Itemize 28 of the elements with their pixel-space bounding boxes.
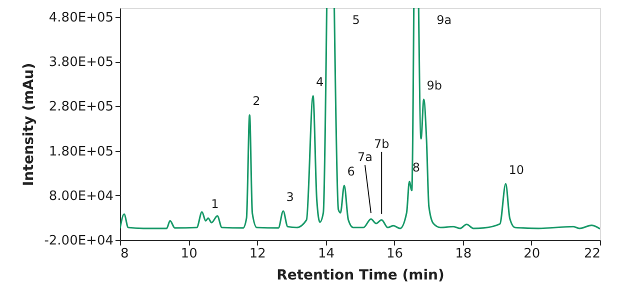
y-tick-label: 3.80E+05	[48, 55, 114, 70]
annotation: 9b	[426, 78, 442, 92]
x-tick-label: 10	[180, 246, 198, 262]
annotation: 4	[316, 74, 324, 89]
y-tick-label: 2.80E+05	[48, 100, 114, 115]
y-tick-label: -2.00E+04	[44, 234, 114, 248]
annotation: 6	[347, 164, 355, 179]
annotation: 9a	[436, 13, 452, 27]
annotation: 1	[211, 197, 219, 212]
annotation: 2	[252, 94, 260, 108]
annotation: 7b	[374, 136, 390, 151]
y-axis-title: Intensity (mAu)	[21, 62, 38, 186]
x-tick-label: 14	[318, 246, 334, 262]
x-tick-label: 12	[249, 246, 266, 262]
x-axis-title: Retention Time (min)	[276, 268, 444, 284]
annotation: 3	[286, 190, 294, 204]
x-tick-label: 22	[584, 246, 600, 262]
annotation: 8	[412, 160, 420, 175]
x-tick-label: 8	[120, 246, 129, 262]
y-tick-label: 4.80E+05	[48, 10, 114, 26]
y-tick-label: 8.00E+04	[48, 188, 114, 204]
x-tick-label: 20	[524, 246, 540, 262]
annotation: 5	[352, 13, 360, 27]
annotation: 10	[508, 162, 524, 177]
y-tick-label: 1.80E+05	[48, 144, 114, 160]
annotation: 7a	[357, 150, 372, 164]
x-tick-label: 16	[386, 246, 404, 262]
x-tick-label: 18	[455, 246, 472, 262]
